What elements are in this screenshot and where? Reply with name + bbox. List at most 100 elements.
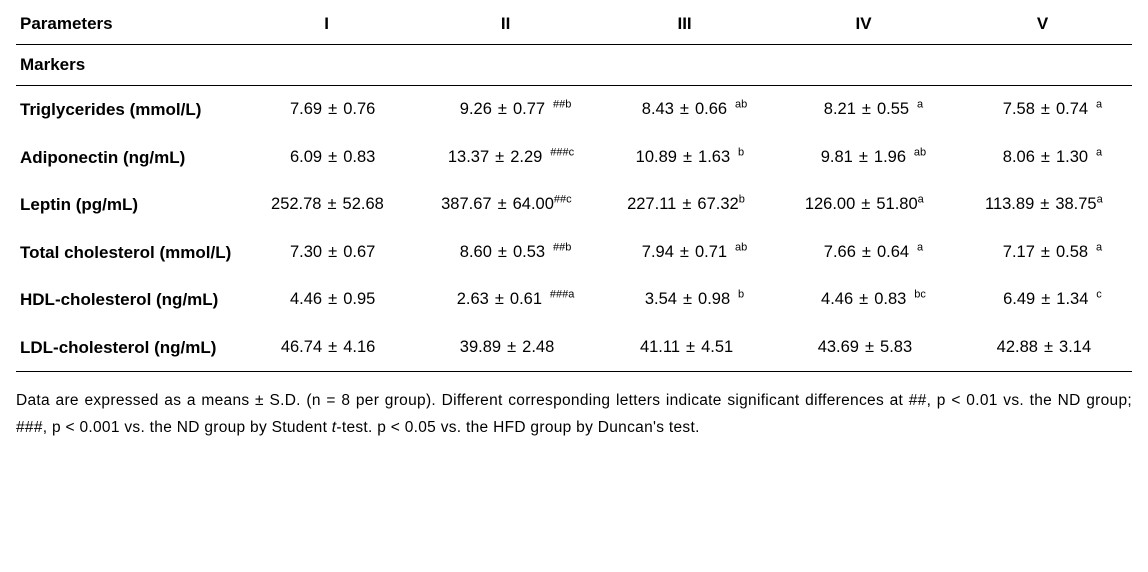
value-cell: 113.89±38.75a: [953, 181, 1132, 229]
mean-value: 46.74: [270, 338, 322, 357]
plus-minus-symbol: ±: [1038, 338, 1059, 357]
value-cell: 8.43±0.66ab: [595, 86, 774, 134]
table-footnote: Data are expressed as a means ± S.D. (n …: [16, 372, 1132, 441]
mean-value: 8.43: [622, 100, 674, 119]
mean-value: 8.21: [804, 100, 856, 119]
sd-value: 64.00: [513, 195, 554, 214]
sd-value: 38.75: [1055, 195, 1096, 214]
table-row: Total cholesterol (mmol/L)7.30±0.678.60±…: [16, 229, 1132, 277]
sd-value: 2.29: [510, 148, 550, 167]
value-cell: 7.58±0.74a: [953, 86, 1132, 134]
significance-superscript: a: [1096, 241, 1102, 253]
value-cell: 252.78±52.68: [237, 181, 416, 229]
row-parameter-label: LDL-cholesterol (ng/mL): [16, 324, 237, 372]
plus-minus-symbol: ±: [853, 148, 874, 167]
sd-value: 4.16: [343, 338, 383, 357]
value-cell: 9.26±0.77##b: [416, 86, 595, 134]
plus-minus-symbol: ±: [492, 195, 513, 214]
significance-superscript: ##c: [554, 194, 572, 206]
significance-superscript: ###c: [550, 146, 574, 158]
plus-minus-symbol: ±: [1035, 100, 1056, 119]
mean-value: 41.11: [628, 338, 680, 357]
plus-minus-symbol: ±: [677, 148, 698, 167]
value-cell: 126.00±51.80a: [774, 181, 953, 229]
table-row: Triglycerides (mmol/L)7.69±0.769.26±0.77…: [16, 86, 1132, 134]
mean-value: 10.89: [625, 148, 677, 167]
value-cell: 227.11±67.32b: [595, 181, 774, 229]
plus-minus-symbol: ±: [1035, 148, 1056, 167]
sd-value: 3.14: [1059, 338, 1099, 357]
plus-minus-symbol: ±: [855, 195, 876, 214]
sd-value: 0.76: [343, 100, 383, 119]
sd-value: 0.77: [513, 100, 553, 119]
mean-value: 6.49: [983, 290, 1035, 309]
mean-value: 7.30: [270, 243, 322, 262]
significance-superscript: ab: [914, 146, 926, 158]
markers-label: Markers: [16, 45, 1132, 86]
sd-value: 1.34: [1056, 290, 1096, 309]
mean-value: 8.60: [440, 243, 492, 262]
plus-minus-symbol: ±: [859, 338, 880, 357]
plus-minus-symbol: ±: [677, 290, 698, 309]
data-table: Parameters I II III IV V Markers Triglyc…: [16, 12, 1132, 372]
plus-minus-symbol: ±: [321, 195, 342, 214]
mean-value: 2.63: [437, 290, 489, 309]
mean-value: 7.17: [983, 243, 1035, 262]
value-cell: 9.81±1.96ab: [774, 134, 953, 182]
sd-value: 67.32: [697, 195, 738, 214]
value-cell: 8.06±1.30a: [953, 134, 1132, 182]
table-row: Leptin (pg/mL)252.78±52.68387.67±64.00##…: [16, 181, 1132, 229]
significance-superscript: ab: [735, 241, 747, 253]
plus-minus-symbol: ±: [676, 195, 697, 214]
significance-superscript: a: [917, 241, 923, 253]
mean-value: 9.81: [801, 148, 853, 167]
significance-superscript: a: [1096, 99, 1102, 111]
plus-minus-symbol: ±: [501, 338, 522, 357]
mean-value: 4.46: [270, 290, 322, 309]
mean-value: 252.78: [269, 195, 321, 214]
sd-value: 1.63: [698, 148, 738, 167]
value-cell: 7.69±0.76: [237, 86, 416, 134]
sd-value: 0.83: [343, 148, 383, 167]
plus-minus-symbol: ±: [1035, 290, 1056, 309]
plus-minus-symbol: ±: [489, 290, 510, 309]
mean-value: 7.66: [804, 243, 856, 262]
mean-value: 7.58: [983, 100, 1035, 119]
col-header-group-1: I: [237, 12, 416, 45]
value-cell: 7.30±0.67: [237, 229, 416, 277]
footnote-post: -test. p < 0.05 vs. the HFD group by Dun…: [336, 419, 699, 436]
mean-value: 39.89: [449, 338, 501, 357]
sd-value: 5.83: [880, 338, 920, 357]
mean-value: 126.00: [803, 195, 855, 214]
table-container: Parameters I II III IV V Markers Triglyc…: [0, 0, 1148, 451]
value-cell: 41.11±4.51: [595, 324, 774, 372]
value-cell: 7.17±0.58a: [953, 229, 1132, 277]
value-cell: 39.89±2.48: [416, 324, 595, 372]
significance-superscript: a: [917, 99, 923, 111]
significance-superscript: ab: [735, 99, 747, 111]
value-cell: 3.54±0.98b: [595, 276, 774, 324]
mean-value: 387.67: [440, 195, 492, 214]
row-parameter-label: Triglycerides (mmol/L): [16, 86, 237, 134]
row-parameter-label: Adiponectin (ng/mL): [16, 134, 237, 182]
sd-value: 0.64: [877, 243, 917, 262]
table-row: HDL-cholesterol (ng/mL)4.46±0.952.63±0.6…: [16, 276, 1132, 324]
value-cell: 6.49±1.34c: [953, 276, 1132, 324]
significance-superscript: b: [738, 289, 744, 301]
significance-superscript: c: [1096, 289, 1102, 301]
mean-value: 43.69: [807, 338, 859, 357]
plus-minus-symbol: ±: [856, 100, 877, 119]
plus-minus-symbol: ±: [680, 338, 701, 357]
mean-value: 42.88: [986, 338, 1038, 357]
plus-minus-symbol: ±: [1034, 195, 1055, 214]
plus-minus-symbol: ±: [674, 243, 695, 262]
significance-superscript: bc: [914, 289, 926, 301]
plus-minus-symbol: ±: [322, 338, 343, 357]
significance-superscript: a: [1097, 194, 1103, 206]
mean-value: 13.37: [437, 148, 489, 167]
mean-value: 6.09: [270, 148, 322, 167]
value-cell: 7.66±0.64a: [774, 229, 953, 277]
sd-value: 0.74: [1056, 100, 1096, 119]
sd-value: 0.53: [513, 243, 553, 262]
mean-value: 227.11: [624, 195, 676, 214]
